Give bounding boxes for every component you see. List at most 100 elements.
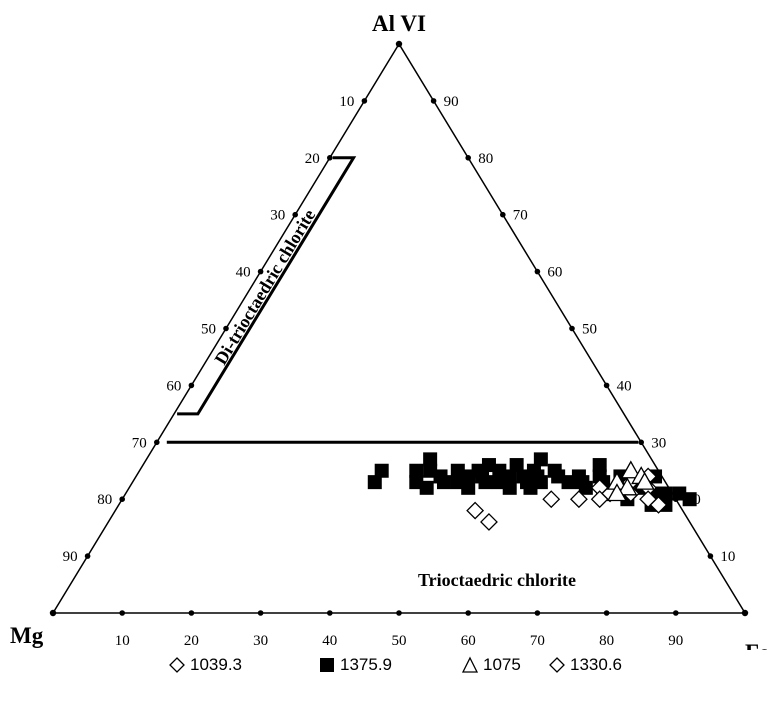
tick-dot	[327, 155, 333, 161]
tick-dot	[223, 325, 229, 332]
data-point-1330-6	[649, 495, 668, 514]
tick-dot	[430, 98, 437, 104]
legend-label: 1330.6	[570, 655, 622, 674]
tick-dot	[707, 553, 714, 559]
ternary-plot-area: 10 90 10 20 80 20 30 70 30 40 60 40 50 50 50 60 40 60 70 30…	[10, 11, 769, 665]
tick-dot	[603, 610, 610, 616]
vertex-dot-top	[395, 40, 403, 48]
corner-label-mg: Mg	[10, 623, 44, 648]
data-point-1375-9	[409, 463, 424, 478]
bottom-tick-label: 20	[184, 633, 199, 649]
tick-dot	[465, 610, 472, 616]
left-tick-label: 10	[339, 94, 354, 110]
legend-item-1075: 1075	[461, 655, 521, 675]
data-point-1375-9	[533, 475, 548, 490]
data-point-1375-9	[682, 492, 697, 507]
left-tick-label: 70	[132, 435, 147, 451]
right-tick-label: 90	[444, 94, 459, 110]
bottom-tick-label: 50	[392, 633, 407, 649]
left-tick-label: 80	[97, 492, 112, 508]
data-point-1075	[634, 471, 655, 490]
tick-dot	[465, 155, 472, 161]
tick-dot	[534, 610, 541, 616]
tick-dot	[603, 382, 610, 389]
right-tick-label: 50	[582, 322, 597, 338]
square-filled-icon	[320, 658, 334, 672]
data-point-1375-9	[478, 475, 493, 490]
data-point-1075	[606, 483, 628, 502]
tick-dot	[154, 439, 160, 446]
right-tick-label: 80	[478, 151, 493, 167]
tick-dot	[188, 610, 195, 616]
tick-dot	[396, 610, 402, 616]
tick-dot	[327, 610, 333, 616]
bottom-tick-label: 30	[253, 633, 268, 649]
tick-dot	[188, 382, 195, 389]
tick-dot	[673, 610, 679, 616]
bottom-tick-label: 90	[668, 633, 683, 649]
bottom-tick-label: 80	[599, 633, 614, 649]
right-tick-label: 10	[720, 549, 735, 565]
data-point-1039-3	[480, 513, 498, 531]
legend-item-1330-6: 1330.6	[548, 655, 622, 675]
diamond-open-icon	[169, 657, 185, 673]
data-point-1375-9	[502, 480, 517, 495]
right-tick-label: 40	[617, 378, 632, 394]
legend-item-1375-9: 1375.9	[318, 655, 392, 675]
bottom-tick-label: 60	[461, 633, 476, 649]
left-tick-label: 20	[305, 151, 320, 167]
tick-dot	[119, 496, 125, 503]
tick-dot	[292, 211, 299, 218]
right-tick-label: 60	[547, 265, 562, 281]
corner-label-al-vi: Al VI	[372, 11, 426, 36]
data-point-1375-9	[509, 458, 524, 473]
ternary-frame	[51, 42, 747, 614]
left-tick-label: 30	[270, 208, 285, 224]
legend-label: 1375.9	[340, 655, 392, 674]
tick-dot	[361, 98, 368, 104]
left-tick-label: 40	[236, 265, 251, 281]
data-point-1375-9	[419, 480, 434, 495]
tick-dot	[84, 553, 91, 559]
data-point-1375-9	[578, 480, 593, 495]
region-label-di-trioctaedric: Di-trioctaedric chlorite	[210, 206, 319, 368]
right-tick-label: 70	[513, 208, 528, 224]
region-label-trioctaedric: Trioctaedric chlorite	[418, 570, 576, 590]
triangle-open-icon	[461, 656, 479, 673]
legend-item-1039-3: 1039.3	[168, 655, 242, 675]
left-tick-label: 50	[201, 322, 216, 338]
data-point-1375-9	[658, 486, 673, 501]
data-point-1375-9	[592, 458, 607, 473]
data-point-1375-9	[374, 463, 389, 478]
right-tick-label: 20	[686, 492, 701, 508]
diamond-open-icon	[549, 657, 565, 673]
data-point-1375-9	[461, 480, 476, 495]
data-point-1075	[617, 477, 638, 496]
data-point-1375-9	[367, 475, 382, 490]
data-point-1375-9	[533, 452, 548, 467]
bottom-tick-label: 10	[115, 633, 130, 649]
left-tick-label: 90	[63, 549, 78, 565]
vertex-dot-right	[741, 609, 749, 617]
bottom-tick-label: 40	[322, 633, 337, 649]
data-point-1330-6	[570, 490, 588, 509]
tick-dot	[638, 439, 644, 446]
data-point-1075	[620, 460, 641, 479]
vertex-dot-left	[49, 609, 57, 617]
legend-label: 1075	[483, 655, 521, 674]
left-tick-label: 60	[166, 378, 181, 394]
data-point-1039-3	[542, 490, 561, 509]
tick-dot	[534, 268, 541, 275]
tick-dot	[257, 610, 264, 616]
tick-dot	[500, 211, 506, 218]
data-point-1375-9	[502, 469, 517, 484]
data-point-1039-3	[466, 501, 485, 520]
corner-label-fe: Fe	[745, 640, 769, 650]
right-tick-label: 30	[651, 435, 666, 451]
legend-label: 1039.3	[190, 655, 242, 674]
tick-dot	[119, 610, 125, 616]
data-point-1375-9	[436, 475, 451, 490]
di-trioctaedric-outline	[177, 156, 357, 416]
tick-dot	[257, 268, 264, 275]
